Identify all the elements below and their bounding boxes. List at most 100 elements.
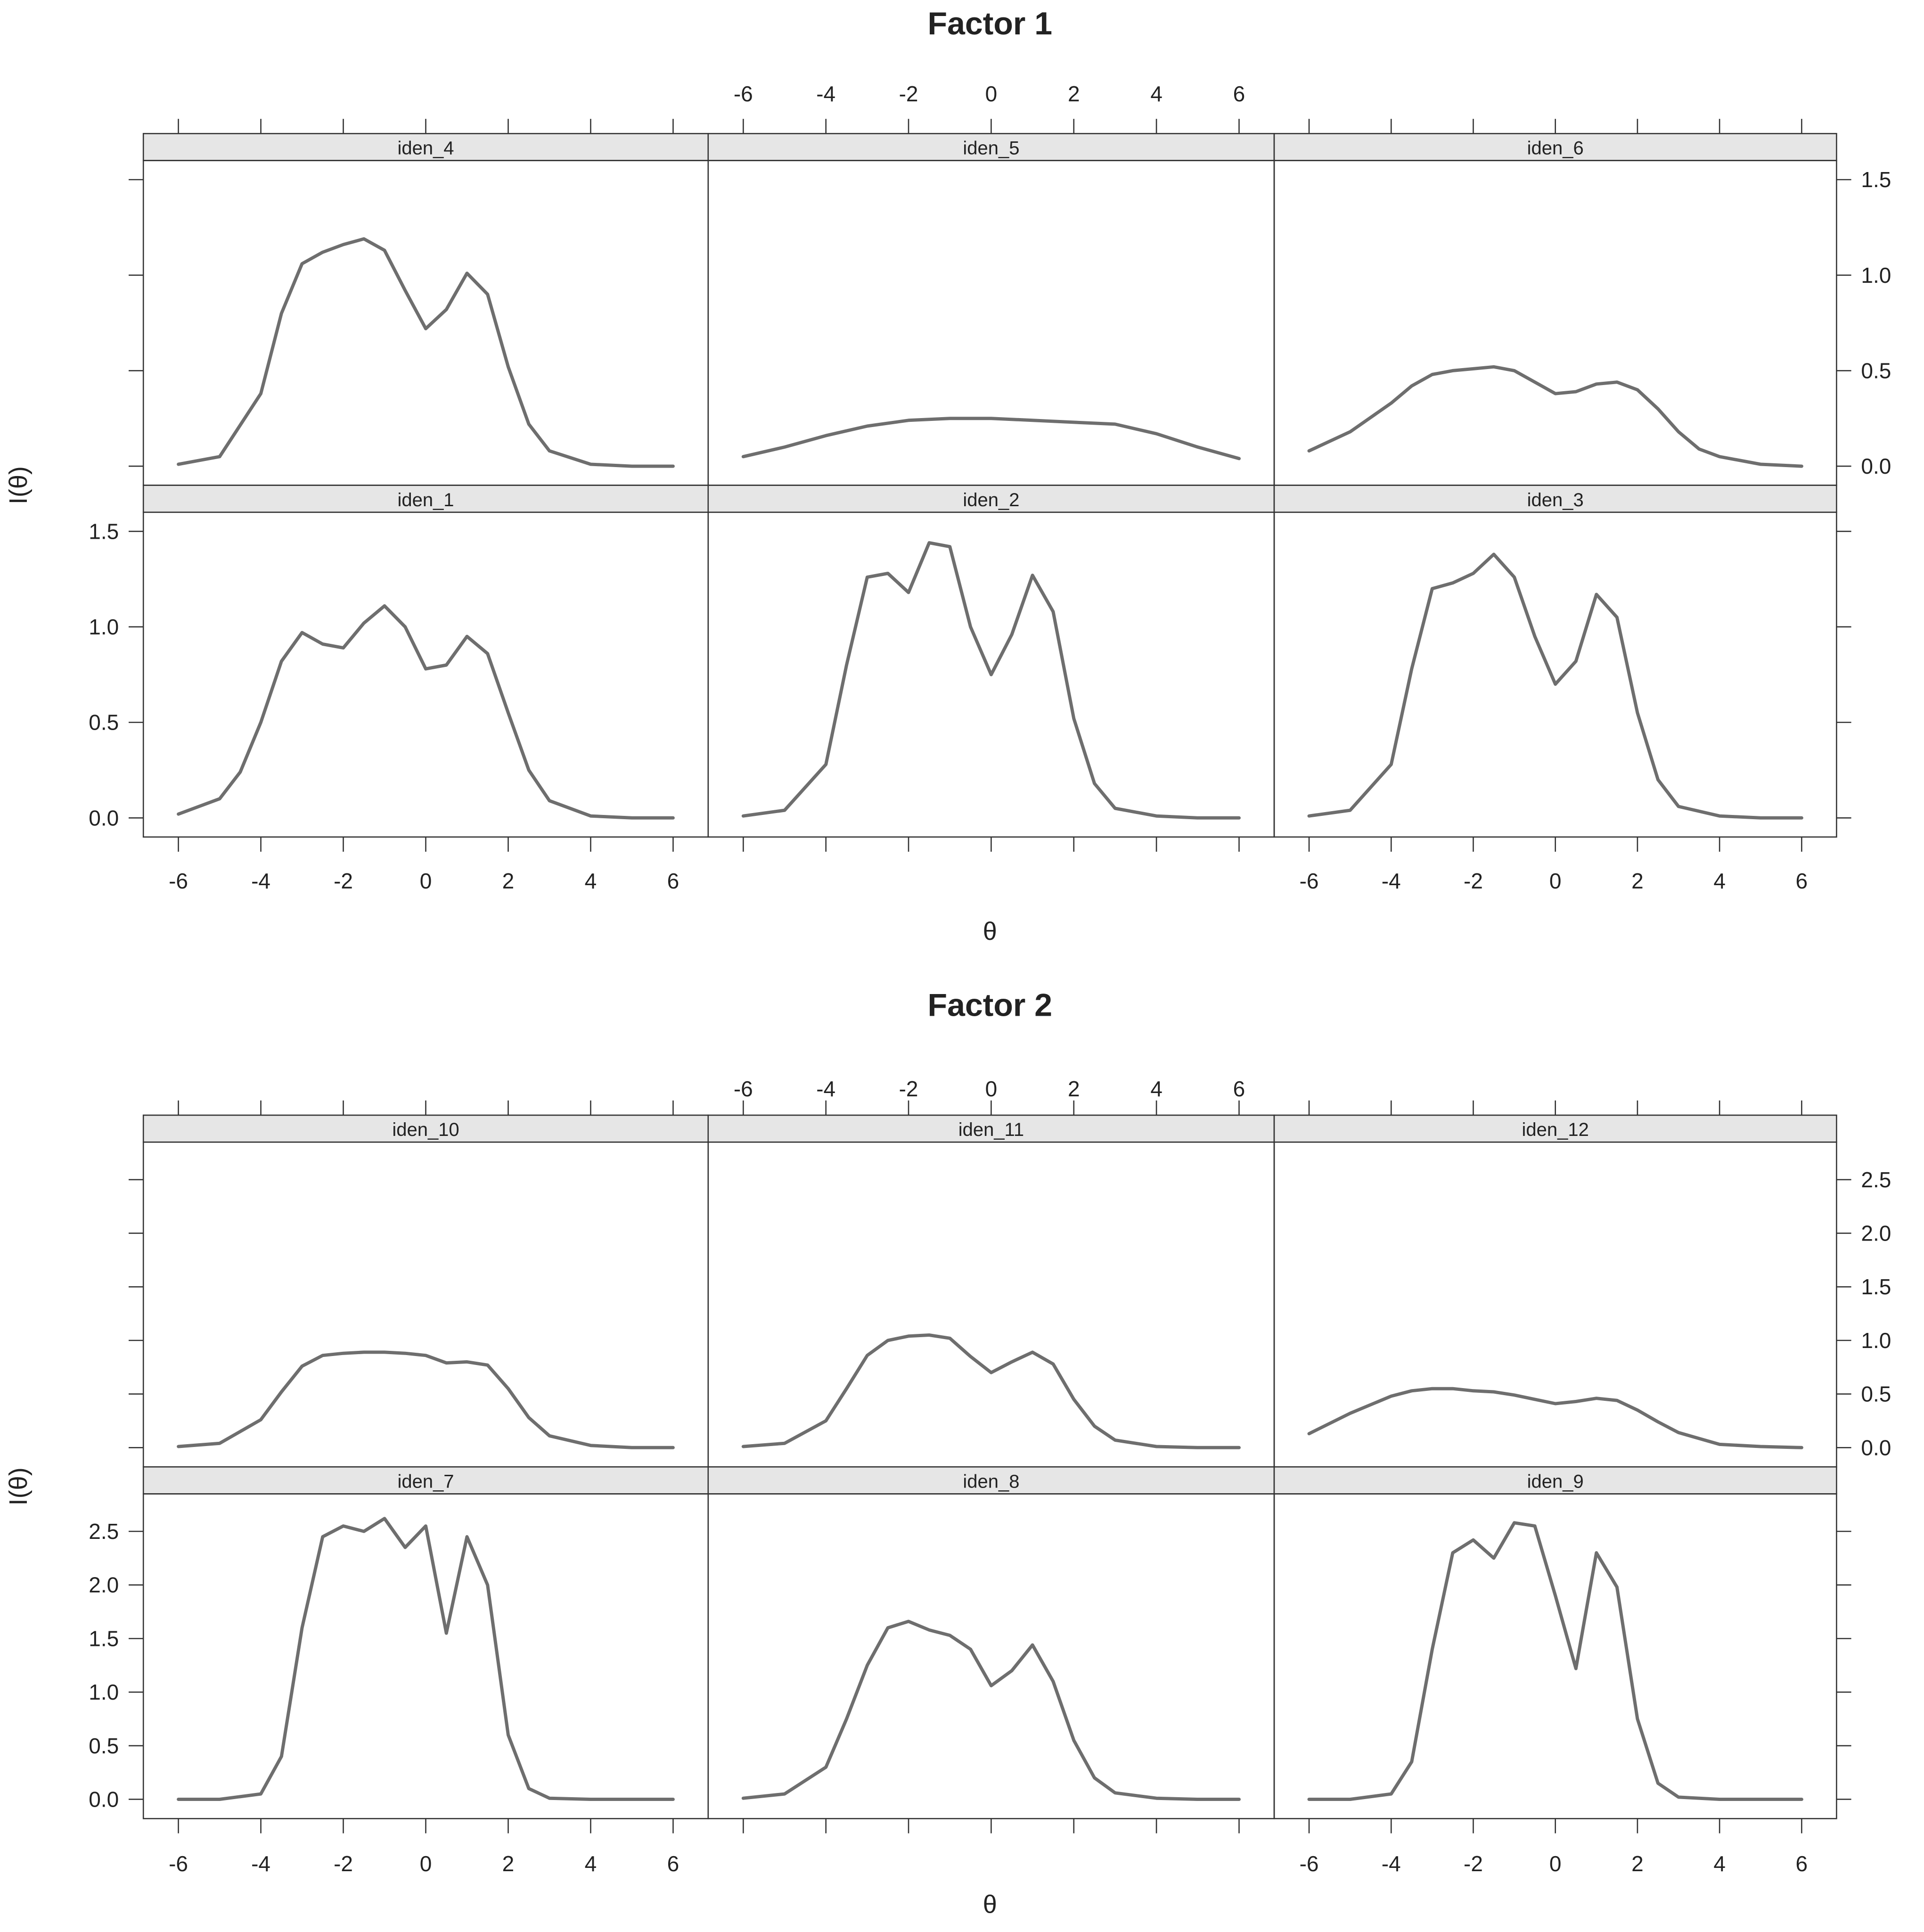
strip-label: iden_10 (392, 1119, 459, 1140)
x-tick-label-bottom: -4 (251, 869, 270, 893)
panel-frame (142, 160, 709, 486)
y-tick-label-left: 2.0 (89, 1573, 119, 1597)
panel-frame (707, 1141, 1275, 1468)
strip-label: iden_9 (1527, 1471, 1584, 1492)
panel-frame (707, 160, 1275, 486)
y-axis-title: I(θ) (4, 1467, 33, 1505)
x-tick-label-top: -6 (734, 82, 753, 106)
series-line-iden_12 (1307, 1387, 1803, 1449)
series-line-iden_10 (177, 1350, 675, 1449)
x-tick-label-top: 2 (1068, 82, 1080, 106)
x-tick-label-bottom: -2 (334, 1851, 353, 1876)
panel-iden_8: iden_8 (707, 1466, 1275, 1819)
x-tick-label-bottom: -4 (251, 1851, 270, 1876)
y-tick-label-left: 0.0 (89, 1787, 119, 1811)
x-tick-label-top: -2 (899, 1077, 918, 1101)
panel-iden_6: iden_6 (1273, 133, 1837, 486)
panel-iden_2: iden_2 (707, 485, 1275, 838)
chart-title: Factor 2 (928, 987, 1053, 1023)
x-tick-label-bottom: 6 (667, 869, 680, 893)
y-tick-label-right: 1.0 (1861, 263, 1891, 288)
strip-label: iden_11 (958, 1119, 1024, 1140)
x-tick-label-bottom: 4 (1713, 1851, 1726, 1876)
series-line-iden_4 (177, 237, 675, 468)
y-tick-label-right: 0.0 (1861, 1435, 1891, 1460)
y-tick-label-right: 2.0 (1861, 1221, 1891, 1245)
panel-frame (1273, 511, 1837, 838)
y-axis-title: I(θ) (4, 466, 33, 504)
x-tick-label-top: -4 (816, 82, 835, 106)
y-tick-label-right: 1.0 (1861, 1328, 1891, 1353)
strip-header (142, 1114, 709, 1143)
factor-2-chart: Factor 2 iden_10 iden_11 iden_12 iden_7 iden_… (4, 987, 1891, 1918)
y-tick-label-left: 0.5 (89, 710, 119, 735)
x-axis-title: θ (983, 917, 997, 945)
y-tick-label-right: 1.5 (1861, 167, 1891, 192)
x-tick-label-bottom: 0 (420, 1851, 432, 1876)
series-line-iden_1 (177, 604, 675, 820)
x-tick-label-bottom: 0 (1549, 869, 1562, 893)
x-tick-label-top: 4 (1150, 82, 1163, 106)
series-line-iden_6 (1307, 365, 1803, 468)
x-tick-label-bottom: -2 (1464, 869, 1483, 893)
x-tick-label-bottom: 0 (1549, 1851, 1562, 1876)
strip-header (1273, 1466, 1837, 1495)
x-tick-label-bottom: 6 (1796, 1851, 1808, 1876)
panel-iden_3: iden_3 (1273, 485, 1837, 838)
x-tick-label-bottom: 4 (1713, 869, 1726, 893)
y-tick-label-left: 0.5 (89, 1734, 119, 1758)
y-tick-label-right: 0.5 (1861, 358, 1891, 383)
strip-label: iden_7 (397, 1471, 454, 1492)
strip-label: iden_1 (397, 490, 454, 510)
series-line-iden_11 (741, 1333, 1241, 1449)
panel-frame (1273, 160, 1837, 486)
panel-frame (1273, 1493, 1837, 1819)
x-tick-label-bottom: 4 (585, 869, 597, 893)
y-tick-label-right: 0.0 (1861, 454, 1891, 478)
x-tick-label-bottom: -2 (1464, 1851, 1483, 1876)
x-tick-label-top: -4 (816, 1077, 835, 1101)
y-tick-label-left: 1.0 (89, 1680, 119, 1704)
x-tick-label-bottom: -6 (1300, 1851, 1319, 1876)
x-tick-label-bottom: 0 (420, 869, 432, 893)
strip-label: iden_12 (1522, 1119, 1589, 1140)
panel-iden_5: iden_5 (707, 133, 1275, 486)
strip-header (707, 133, 1275, 161)
x-tick-label-bottom: -6 (1300, 869, 1319, 893)
strip-label: iden_3 (1527, 490, 1584, 510)
x-tick-label-bottom: -6 (169, 869, 188, 893)
x-tick-label-top: 6 (1233, 82, 1245, 106)
y-tick-label-right: 1.5 (1861, 1274, 1891, 1299)
series-line-iden_9 (1307, 1521, 1803, 1801)
chart-title: Factor 1 (928, 6, 1053, 41)
x-tick-label-bottom: 2 (1631, 869, 1644, 893)
x-tick-label-bottom: 4 (585, 1851, 597, 1876)
panel-iden_7: iden_7 (142, 1466, 709, 1819)
x-tick-label-bottom: 2 (502, 869, 515, 893)
strip-header (142, 133, 709, 161)
x-tick-label-top: 0 (985, 1077, 998, 1101)
series-line-iden_2 (741, 541, 1241, 820)
strip-label: iden_6 (1527, 138, 1584, 159)
x-axis-title: θ (983, 1891, 997, 1919)
x-tick-label-top: -6 (734, 1077, 753, 1101)
x-tick-label-bottom: -6 (169, 1851, 188, 1876)
panel-iden_4: iden_4 (142, 133, 709, 486)
y-tick-label-left: 2.5 (89, 1519, 119, 1544)
panel-frame (707, 1493, 1275, 1819)
y-tick-label-left: 1.5 (89, 1626, 119, 1651)
panel-iden_12: iden_12 (1273, 1114, 1837, 1468)
x-tick-label-top: -2 (899, 82, 918, 106)
x-tick-label-top: 2 (1068, 1077, 1080, 1101)
y-tick-label-right: 2.5 (1861, 1167, 1891, 1192)
strip-label: iden_4 (397, 138, 454, 159)
y-tick-label-left: 1.5 (89, 519, 119, 543)
strip-label: iden_5 (963, 138, 1019, 159)
x-tick-label-top: 0 (985, 82, 998, 106)
panel-frame (142, 1141, 709, 1468)
panel-iden_9: iden_9 (1273, 1466, 1837, 1819)
y-tick-label-right: 0.5 (1861, 1382, 1891, 1406)
panel-iden_11: iden_11 (707, 1114, 1275, 1468)
x-tick-label-bottom: 6 (1796, 869, 1808, 893)
